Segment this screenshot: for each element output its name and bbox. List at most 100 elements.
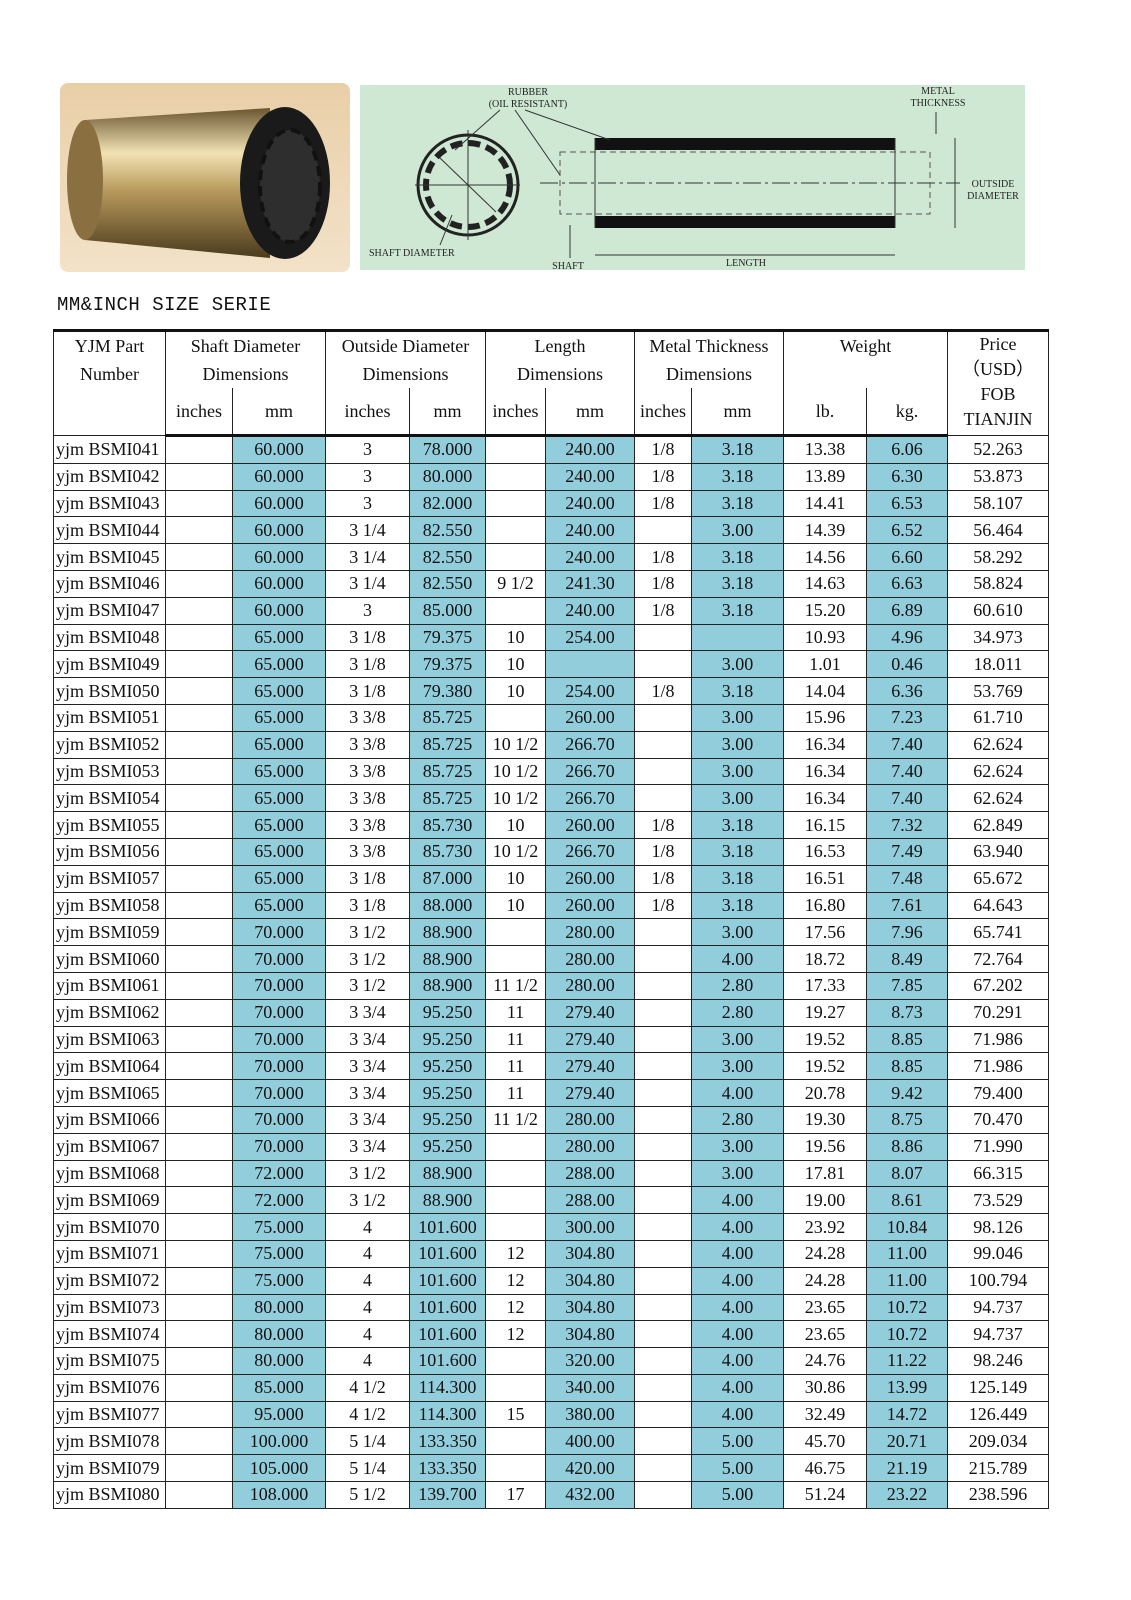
table-cell: 3 3/8	[325, 811, 410, 839]
diagram-label: DIAMETER	[967, 191, 1019, 202]
table-cell: 15.96	[783, 703, 867, 732]
table-cell	[485, 489, 546, 518]
table-cell: 61.710	[947, 703, 1049, 732]
table-cell	[634, 945, 692, 973]
table-cell: yjm BSMI066	[53, 1105, 166, 1134]
table-cell: yjm BSMI068	[53, 1159, 166, 1188]
table-cell	[634, 1105, 692, 1134]
table-cell: 3.18	[691, 596, 784, 625]
table-cell: 1/8	[634, 677, 692, 705]
table-cell: 3.00	[691, 730, 784, 759]
table-cell: 7.40	[866, 730, 948, 759]
subheader-cell: kg.	[866, 388, 948, 437]
table-cell: 3.18	[691, 891, 784, 920]
table-cell: 71.986	[947, 1025, 1049, 1054]
table-row: yjm BSMI064 70.000 3 3/4 95.250 11 279.40 3.00…	[53, 1052, 1049, 1081]
table-cell: 3.00	[691, 1052, 784, 1081]
table-cell: 10	[485, 650, 546, 679]
table-cell: 2.80	[691, 1105, 784, 1134]
table-cell	[634, 516, 692, 545]
table-cell: 72.764	[947, 945, 1049, 973]
table-cell	[165, 1213, 233, 1241]
subheader-cell: mm	[409, 388, 486, 437]
table-cell: 9 1/2	[485, 569, 546, 598]
table-cell	[485, 435, 546, 464]
table-cell: 15.20	[783, 596, 867, 625]
table-cell: 65.000	[232, 623, 326, 652]
table-cell: 23.65	[783, 1293, 867, 1322]
table-row: yjm BSMI042 60.000 3 80.000 240.00 1/8 3.18 13.…	[53, 462, 1049, 491]
table-cell: 85.730	[409, 811, 486, 839]
table-cell: 13.99	[866, 1373, 948, 1402]
table-cell: 4.00	[691, 1266, 784, 1295]
table-cell: 10.72	[866, 1293, 948, 1322]
table-cell: 16.51	[783, 864, 867, 893]
table-cell: 9.42	[866, 1079, 948, 1107]
table-cell: 80.000	[232, 1293, 326, 1322]
table-cell: 3.00	[691, 650, 784, 679]
table-cell: 95.250	[409, 998, 486, 1027]
table-cell: 3 1/4	[325, 543, 410, 571]
table-cell: 85.725	[409, 784, 486, 813]
table-cell	[165, 1105, 233, 1134]
table-cell: 3.00	[691, 703, 784, 732]
table-cell	[165, 1481, 233, 1509]
table-cell: 85.725	[409, 703, 486, 732]
table-cell: 23.92	[783, 1213, 867, 1241]
table-cell: 95.250	[409, 1105, 486, 1134]
table-row: yjm BSMI051 65.000 3 3/8 85.725 260.00 3.00 15…	[53, 703, 1049, 732]
table-cell: 101.600	[409, 1213, 486, 1241]
table-cell: 79.380	[409, 677, 486, 705]
table-cell: 10 1/2	[485, 730, 546, 759]
illustrations: RUBBER (OIL RESISTANT) METAL THICKNESS O…	[60, 83, 1025, 272]
table-cell	[691, 623, 784, 652]
table-cell: 4.00	[691, 1186, 784, 1215]
table-cell	[485, 1132, 546, 1161]
table-cell: 6.52	[866, 516, 948, 545]
table-cell	[165, 1293, 233, 1322]
table-cell: 3 1/8	[325, 650, 410, 679]
table-cell: yjm BSMI076	[53, 1373, 166, 1402]
table-cell: 3	[325, 435, 410, 464]
table-cell: 14.41	[783, 489, 867, 518]
table-cell: 7.40	[866, 757, 948, 786]
diagram-label: SHAFT DIAMETER	[369, 248, 455, 259]
table-cell	[165, 516, 233, 545]
table-cell: 65.000	[232, 837, 326, 866]
table-cell: 3.18	[691, 864, 784, 893]
table-cell: 60.000	[232, 569, 326, 598]
table-cell: yjm BSMI079	[53, 1454, 166, 1483]
table-cell: 4	[325, 1347, 410, 1375]
table-cell	[634, 1481, 692, 1509]
table-cell	[634, 650, 692, 679]
table-cell: 6.60	[866, 543, 948, 571]
table-row: yjm BSMI041 60.000 3 78.000 240.00 1/8 3.18 13.…	[53, 435, 1049, 464]
table-cell: 79.375	[409, 650, 486, 679]
table-cell: 71.990	[947, 1132, 1049, 1161]
table-cell	[165, 784, 233, 813]
table-cell: 266.70	[545, 837, 635, 866]
table-cell	[165, 1373, 233, 1402]
table-cell: 88.900	[409, 971, 486, 1000]
table-row: yjm BSMI063 70.000 3 3/4 95.250 11 279.40 3.00…	[53, 1025, 1049, 1054]
table-cell: 340.00	[545, 1373, 635, 1402]
table-cell: 58.824	[947, 569, 1049, 598]
table-cell: 3.18	[691, 837, 784, 866]
table-cell: 88.900	[409, 918, 486, 947]
table-cell	[165, 757, 233, 786]
table-cell: 8.07	[866, 1159, 948, 1188]
table-cell: 3 1/8	[325, 891, 410, 920]
table-cell: 101.600	[409, 1347, 486, 1375]
table-cell: 16.34	[783, 730, 867, 759]
table-cell: 101.600	[409, 1266, 486, 1295]
table-cell: 18.011	[947, 650, 1049, 679]
table-cell: 3.18	[691, 811, 784, 839]
table-row: yjm BSMI065 70.000 3 3/4 95.250 11 279.40 4.00…	[53, 1079, 1049, 1107]
table-cell: 85.000	[409, 596, 486, 625]
table-cell: 279.40	[545, 1079, 635, 1107]
table-cell: 63.940	[947, 837, 1049, 866]
table-cell: 3 3/4	[325, 1052, 410, 1081]
table-row: yjm BSMI080 108.000 5 1/2 139.700 17 432.00 5.…	[53, 1481, 1049, 1509]
table-cell: 280.00	[545, 945, 635, 973]
header-cell: Price （USD） FOB TIANJIN	[947, 329, 1049, 436]
